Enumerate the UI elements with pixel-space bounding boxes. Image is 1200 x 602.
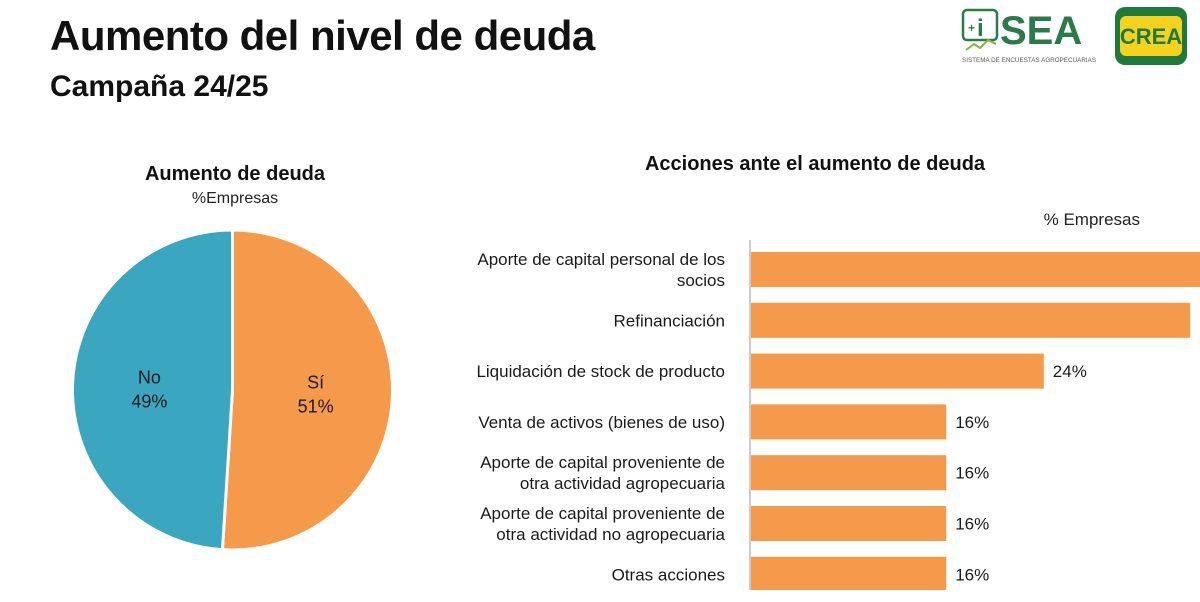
crea-logo-inner bbox=[1120, 16, 1182, 56]
bar-6 bbox=[751, 506, 947, 541]
page-subtitle: Campaña 24/25 bbox=[50, 70, 269, 103]
bar-category-label-line: socios bbox=[677, 271, 725, 290]
crea-logo: CREA bbox=[1115, 7, 1187, 65]
bar-category-label-5: Aporte de capital proveniente de otra act… bbox=[480, 453, 725, 493]
bar-category-label-6: Aporte de capital proveniente de otra act… bbox=[480, 504, 725, 544]
bar-value-label-4: 16% bbox=[955, 413, 989, 432]
bar-5 bbox=[751, 455, 947, 491]
page-title: Aumento del nivel de deuda bbox=[50, 12, 595, 59]
bar-category-label-line: Venta de activos (bienes de uso) bbox=[478, 413, 725, 432]
pie-slice-value-no: 49% bbox=[131, 391, 167, 411]
pie-chart-subtitle: %Empresas bbox=[191, 190, 279, 207]
bar-category-label-line: otra actividad agropecuaria bbox=[520, 474, 726, 493]
bar-value-label-7: 16% bbox=[955, 565, 989, 584]
sea-logo-plus-icon: + bbox=[968, 21, 975, 35]
bar-category-label-line: Aporte de capital proveniente de bbox=[480, 453, 725, 472]
bar-2 bbox=[751, 302, 1191, 338]
bar-category-label-3: Liquidación de stock de producto bbox=[476, 362, 725, 381]
bar-category-label-line: Liquidación de stock de producto bbox=[476, 362, 725, 381]
bar-value-label-5: 16% bbox=[955, 464, 989, 483]
bar-category-label-line: Refinanciación bbox=[613, 311, 725, 330]
bar-7 bbox=[751, 556, 947, 590]
bar-value-label-6: 16% bbox=[955, 515, 989, 534]
bar-1 bbox=[751, 252, 1200, 287]
crea-logo-text: CREA bbox=[1120, 24, 1182, 49]
bar-category-label-4: Venta de activos (bienes de uso) bbox=[478, 413, 725, 432]
pie-slice-si bbox=[220, 228, 395, 552]
bar-category-label-line: Otras acciones bbox=[612, 565, 725, 584]
sea-logo-frame-icon bbox=[961, 8, 999, 42]
pie-slice-value-si: 51% bbox=[298, 397, 334, 417]
bar-chart: 48%Aporte de capital personal de lossoci… bbox=[476, 240, 1200, 590]
bar-category-label-line: otra actividad no agropecuaria bbox=[496, 525, 725, 544]
pie-chart-title: Aumento de deuda bbox=[144, 163, 325, 185]
bar-3 bbox=[751, 353, 1044, 389]
bar-category-label-2: Refinanciación bbox=[613, 311, 725, 330]
sea-logo-i-icon: i bbox=[977, 15, 984, 42]
bar-category-label-line: Aporte de capital personal de los bbox=[477, 250, 725, 269]
bar-category-label-1: Aporte de capital personal de los socios bbox=[477, 250, 725, 290]
bar-value-label-3: 24% bbox=[1053, 362, 1087, 381]
pie-slice-label-no: No bbox=[138, 367, 161, 387]
sea-logo-tagline: SISTEMA DE ENCUESTAS AGROPECUARIAS bbox=[962, 57, 1096, 64]
sea-logo-trend-icon bbox=[965, 38, 997, 51]
pie-chart: Sí 51% No 49% bbox=[71, 228, 395, 552]
pie-slice-label-si: Sí bbox=[307, 373, 324, 393]
bar-4 bbox=[751, 404, 947, 440]
pie-slice-no bbox=[71, 228, 234, 552]
sea-logo: + i SEA SISTEMA DE ENCUESTAS AGROPECUARI… bbox=[961, 8, 1096, 64]
bar-chart-unit-label: % Empresas bbox=[1043, 210, 1140, 229]
bar-category-label-line: Aporte de capital proveniente de bbox=[480, 504, 725, 523]
bar-category-label-7: Otras acciones bbox=[612, 565, 725, 584]
sea-logo-text: SEA bbox=[1000, 9, 1082, 53]
bar-chart-title: Acciones ante el aumento de deuda bbox=[644, 153, 986, 175]
